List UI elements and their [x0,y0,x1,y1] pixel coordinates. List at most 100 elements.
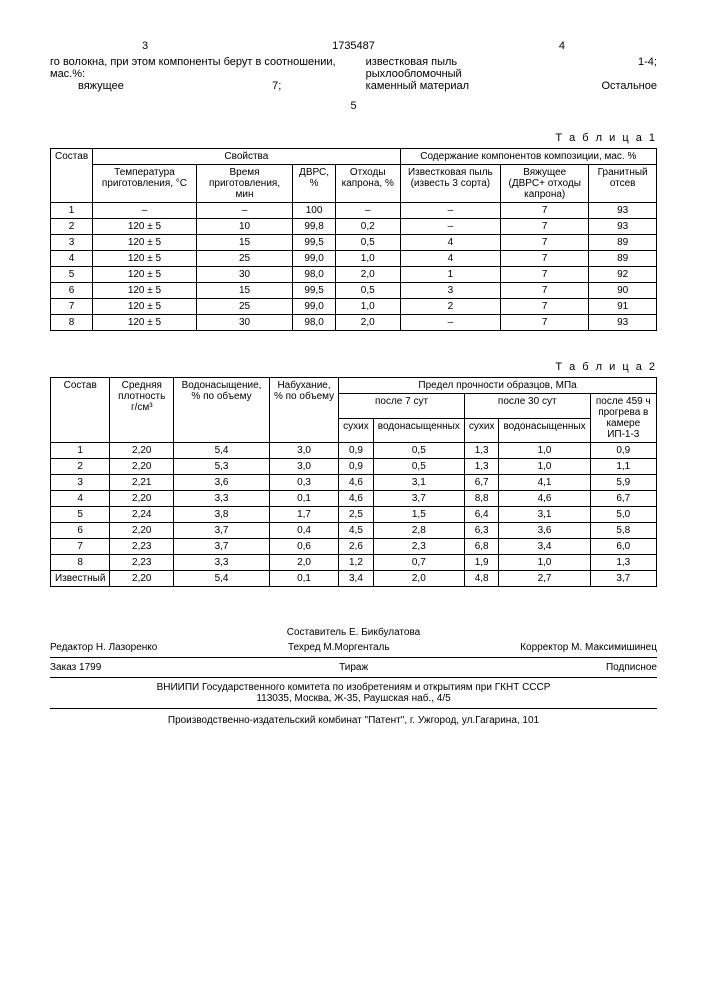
table-cell: 99,5 [293,283,336,299]
table-cell: 120 ± 5 [93,235,197,251]
table-cell: 99,8 [293,219,336,235]
table-cell: 0,3 [269,475,338,491]
t2-h-30d: после 30 сут [464,394,590,419]
table-row: 7120 ± 52599,01,02791 [51,299,657,315]
table-cell: 0,2 [335,219,400,235]
table-cell: 2,21 [110,475,174,491]
table-cell: 7 [501,235,589,251]
t1-h-sostav: Состав [51,149,93,203]
table-cell: 1,0 [335,299,400,315]
table-cell: 7 [501,203,589,219]
table-cell: 6 [51,523,110,539]
t2-h-7d: после 7 сут [339,394,465,419]
table-row: Известный2,205,40,13,42,04,82,73,7 [51,571,657,587]
table-cell: 1,9 [464,555,499,571]
table-cell: 2,20 [110,443,174,459]
footer: Составитель Е. Бикбулатова Редактор Н. Л… [50,627,657,726]
table-cell: 8 [51,315,93,331]
table-cell: 120 ± 5 [93,283,197,299]
table-cell: 1 [51,203,93,219]
table-cell: 4,1 [499,475,590,491]
table-cell: 30 [196,267,292,283]
table-cell: 2,6 [339,539,374,555]
table-cell: 2,20 [110,491,174,507]
table-cell: 120 ± 5 [93,315,197,331]
table-cell: 5,3 [174,459,270,475]
table-cell: 120 ± 5 [93,299,197,315]
intro-left: го волокна, при этом компоненты берут в … [50,56,336,80]
table-cell: 1 [51,443,110,459]
table-cell: 1,2 [339,555,374,571]
t2-sub2: водонасыщенных [373,418,464,443]
t1-h-props: Свойства [93,149,401,165]
table-cell: 3,7 [373,491,464,507]
table-cell: 6,0 [590,539,656,555]
table-row: 42,203,30,14,63,78,84,66,7 [51,491,657,507]
table-cell: 120 ± 5 [93,251,197,267]
footer-org: ВНИИПИ Государственного комитета по изоб… [50,682,657,693]
table-cell: 0,5 [373,443,464,459]
table-cell: 89 [589,235,657,251]
table-cell: 0,6 [269,539,338,555]
table-row: 4120 ± 52599,01,04789 [51,251,657,267]
intro-stone-2: каменный материал [366,80,469,92]
table-row: 82,233,32,01,20,71,91,01,3 [51,555,657,571]
footer-order: Заказ 1799 [50,662,101,673]
footer-address: 113035, Москва, Ж-35, Раушская наб., 4/5 [50,693,657,704]
table1-caption: Т а б л и ц а 1 [50,132,657,144]
table-cell: 4,6 [339,475,374,491]
t2-h-sostav: Состав [51,378,110,443]
t2-h-density: Средняя плотность г/см³ [110,378,174,443]
table-cell: 0,4 [269,523,338,539]
t2-h-strength: Предел прочности образцов, МПа [339,378,657,394]
table-cell: 0,5 [373,459,464,475]
table-cell: 5,4 [174,571,270,587]
table-row: 5120 ± 53098,02,01792 [51,267,657,283]
table-cell: 2,20 [110,523,174,539]
table-cell: 5,8 [590,523,656,539]
table-cell: 4 [400,251,500,267]
footer-techred: Техред М.Моргенталь [288,642,390,653]
table-row: 32,213,60,34,63,16,74,15,9 [51,475,657,491]
t1-h5: Известковая пыль (известь 3 сорта) [400,165,500,203]
page-left: 3 [142,40,148,52]
table-cell: 0,1 [269,571,338,587]
footer-tirazh: Тираж [339,662,368,673]
table-cell: 2,23 [110,555,174,571]
table-cell: 1,1 [590,459,656,475]
table-cell: 3,0 [269,459,338,475]
table-cell: 25 [196,251,292,267]
table-cell: 99,0 [293,251,336,267]
table-cell: 92 [589,267,657,283]
table-cell: 0,9 [339,443,374,459]
table-cell: 15 [196,235,292,251]
t2-sub4: водонасыщенных [499,418,590,443]
table-cell: 90 [589,283,657,299]
table-cell: 6,8 [464,539,499,555]
table-cell: 3 [51,235,93,251]
page-right: 4 [559,40,565,52]
table-cell: 1,0 [335,251,400,267]
table-cell: – [400,219,500,235]
footer-pub: Производственно-издательский комбинат "П… [50,709,657,726]
table-cell: 98,0 [293,315,336,331]
table-cell: 0,5 [335,283,400,299]
table-cell: 3,8 [174,507,270,523]
table-cell: 2,20 [110,459,174,475]
table-2: Состав Средняя плотность г/см³ Водонасыщ… [50,377,657,587]
table-cell: 0,7 [373,555,464,571]
table-cell: 10 [196,219,292,235]
table-cell: 3,3 [174,491,270,507]
table-cell: 2,0 [373,571,464,587]
table-cell: 5 [51,507,110,523]
table-cell: 6,7 [464,475,499,491]
table-cell: 7 [51,299,93,315]
table-cell: 3,1 [373,475,464,491]
intro-lime-label: известковая пыль [366,56,457,68]
table-row: 3120 ± 51599,50,54789 [51,235,657,251]
table-row: 62,203,70,44,52,86,33,65,8 [51,523,657,539]
table-row: 22,205,33,00,90,51,31,01,1 [51,459,657,475]
table-cell: 3,7 [174,539,270,555]
table-row: 6120 ± 51599,50,53790 [51,283,657,299]
table-row: 52,243,81,72,51,56,43,15,0 [51,507,657,523]
